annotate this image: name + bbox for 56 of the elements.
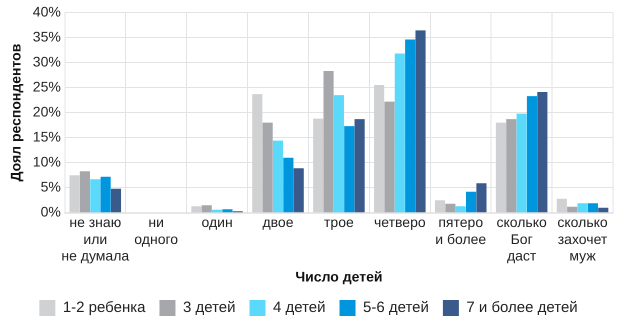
- y-tick-label: 5%: [40, 178, 61, 195]
- y-tick-label: 30%: [32, 53, 61, 70]
- y-tick-label: 0%: [40, 204, 61, 220]
- bar: [588, 203, 598, 212]
- bar: [110, 188, 122, 212]
- bar: [354, 119, 365, 212]
- bar: [598, 208, 608, 212]
- bar: [100, 176, 111, 212]
- x-axis-title: Число детей: [295, 268, 382, 284]
- bar: [294, 168, 304, 212]
- bar: [394, 53, 405, 212]
- bar: [212, 210, 222, 212]
- y-tick-label: 20%: [32, 103, 61, 120]
- bar: [90, 179, 100, 212]
- bar: [344, 126, 354, 212]
- legend-label: 5-6 детей: [363, 299, 429, 316]
- x-tick-label: сколько захочет муж: [557, 214, 608, 264]
- bar: [222, 209, 233, 212]
- bar: [506, 119, 516, 212]
- y-tick-label: 35%: [32, 28, 61, 44]
- bar: [466, 192, 476, 212]
- bar: [415, 30, 426, 212]
- bar: [283, 158, 294, 212]
- bar: [577, 203, 588, 212]
- bar: [526, 96, 538, 212]
- x-tick-label: пятеро и более: [435, 214, 486, 247]
- bar: [405, 39, 416, 212]
- x-tick-label: трое: [324, 214, 354, 230]
- bar: [384, 102, 395, 212]
- legend-label: 1-2 ребенка: [62, 299, 146, 316]
- y-tick-label: 40%: [32, 3, 61, 20]
- legend-label: 3 детей: [182, 299, 236, 316]
- y-axis-title: Доял респондентов: [7, 43, 24, 182]
- x-tick-label: двое: [262, 214, 294, 230]
- bar: [567, 206, 578, 212]
- bar: [537, 92, 548, 212]
- x-tick-label: сколько Бог даст: [496, 214, 547, 264]
- y-tick-label: 10%: [32, 154, 61, 170]
- bar: [516, 114, 527, 212]
- legend-label: 7 и более детей: [466, 299, 578, 316]
- x-tick-label: один: [201, 214, 233, 230]
- bar: [80, 171, 90, 212]
- bar: [262, 122, 273, 212]
- x-tick-label: не знаю или не думала: [61, 214, 130, 264]
- bar: [272, 140, 284, 212]
- bar: [323, 71, 334, 212]
- y-tick-label: 25%: [32, 78, 61, 94]
- x-tick-label: четверо: [374, 214, 426, 230]
- x-tick-label: ни одного: [134, 214, 178, 247]
- legend-label: 4 детей: [273, 299, 326, 316]
- bar: [476, 183, 487, 212]
- y-tick-label: 15%: [32, 128, 61, 145]
- bar: [445, 204, 456, 212]
- bar: [334, 95, 344, 212]
- bar: [202, 205, 212, 212]
- bar: [456, 206, 466, 212]
